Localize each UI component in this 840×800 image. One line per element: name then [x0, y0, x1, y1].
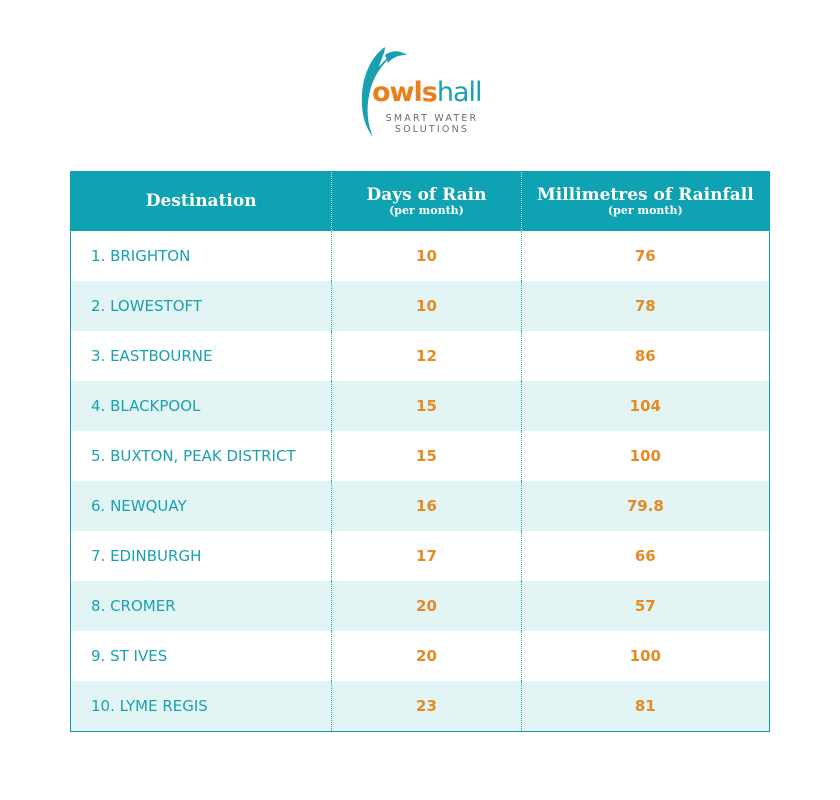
mm-cell: 79.8 — [520, 481, 770, 531]
header-millimetres: Millimetres of Rainfall (per month) — [520, 171, 770, 231]
destination-cell: 2. LOWESTOFT — [70, 281, 332, 331]
logo-wordmark: owlshall — [372, 79, 482, 106]
mm-cell: 81 — [520, 681, 770, 732]
table-row: 10. LYME REGIS 23 81 — [70, 681, 770, 732]
header-days-subtitle: (per month) — [389, 204, 464, 217]
table-row: 2. LOWESTOFT 10 78 — [70, 281, 770, 331]
logo-tagline: SMART WATER SOLUTIONS — [377, 113, 487, 135]
logo-word-part2: hall — [436, 77, 483, 108]
destination-cell: 4. BLACKPOOL — [70, 381, 332, 431]
days-cell: 15 — [331, 431, 522, 481]
mm-cell: 57 — [520, 581, 770, 631]
mm-cell: 100 — [520, 631, 770, 681]
destination-cell: 1. BRIGHTON — [91, 247, 191, 265]
owlshall-logo: owlshall SMART WATER SOLUTIONS — [355, 45, 495, 140]
table-row: 7. EDINBURGH 17 66 — [71, 531, 770, 581]
mm-cell: 76 — [520, 231, 770, 281]
logo-tagline-line2: SOLUTIONS — [394, 124, 470, 135]
rainfall-table: Destination Days of Rain (per month) Mil… — [70, 171, 770, 732]
destination-cell: 7. EDINBURGH — [91, 547, 202, 565]
days-cell: 20 — [331, 631, 522, 681]
mm-cell: 104 — [520, 381, 770, 431]
table-row: 8. CROMER 20 57 — [70, 581, 770, 631]
destination-cell: 3. EASTBOURNE — [91, 347, 213, 365]
logo-tagline-line1: SMART WATER — [385, 113, 479, 124]
table-row: 4. BLACKPOOL 15 104 — [70, 381, 770, 431]
owl-feather-icon — [361, 47, 407, 137]
days-cell: 17 — [331, 531, 522, 581]
days-cell: 23 — [331, 681, 522, 732]
table-row: 9. ST IVES 20 100 — [71, 631, 770, 681]
mm-cell: 78 — [520, 281, 770, 331]
table-row: 6. NEWQUAY 16 79.8 — [70, 481, 770, 531]
destination-cell: 10. LYME REGIS — [70, 681, 332, 732]
destination-cell: 5. BUXTON, PEAK DISTRICT — [91, 447, 296, 465]
days-cell: 20 — [331, 581, 522, 631]
mm-cell: 86 — [520, 331, 770, 381]
mm-cell: 66 — [520, 531, 770, 581]
header-days-title: Days of Rain — [366, 185, 487, 205]
days-cell: 12 — [331, 331, 522, 381]
days-cell: 16 — [331, 481, 522, 531]
days-cell: 10 — [331, 231, 522, 281]
days-cell: 15 — [331, 381, 522, 431]
logo-word-part1: owls — [372, 77, 438, 108]
days-cell: 10 — [331, 281, 522, 331]
header-days-of-rain: Days of Rain (per month) — [331, 171, 522, 231]
destination-cell: 9. ST IVES — [91, 647, 168, 665]
destination-cell: 6. NEWQUAY — [70, 481, 332, 531]
header-mm-subtitle: (per month) — [607, 204, 683, 217]
table-row: 3. EASTBOURNE 12 86 — [71, 331, 770, 381]
mm-cell: 100 — [520, 431, 770, 481]
destination-cell: 8. CROMER — [70, 581, 332, 631]
table-row: 1. BRIGHTON 10 76 — [71, 231, 770, 281]
table-row: 5. BUXTON, PEAK DISTRICT 15 100 — [71, 431, 770, 481]
header-mm-title: Millimetres of Rainfall — [536, 185, 754, 205]
table-header-row: Destination Days of Rain (per month) Mil… — [70, 171, 770, 231]
header-destination: Destination — [70, 171, 332, 231]
